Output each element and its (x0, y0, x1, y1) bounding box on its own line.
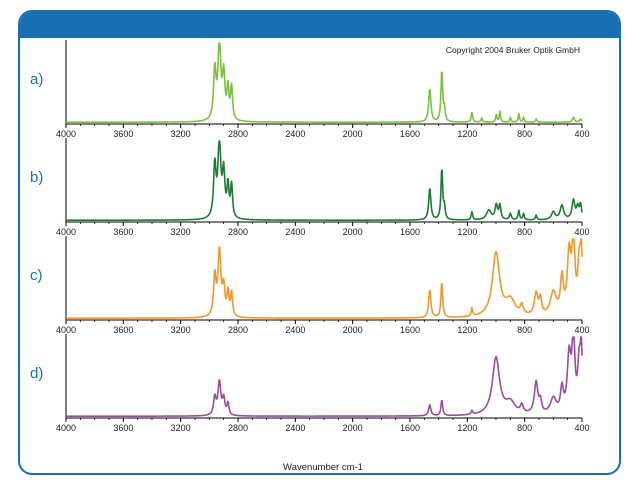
spectrum-line (65, 140, 583, 221)
x-tick-label: 1600 (400, 325, 420, 335)
x-tick-label: 2800 (228, 325, 248, 335)
figure-frame (18, 10, 621, 475)
x-tick-label: 2000 (343, 325, 363, 335)
x-tick-label: 2800 (228, 129, 248, 139)
x-tick-label: 3600 (113, 129, 133, 139)
spectrum-panel: 4000 3600 3200 2800 2400 2000 1600 1200 800 400 b) (30, 138, 590, 237)
spectrum-panel: 4000 3600 3200 2800 2400 2000 1600 1200 800 400 c) (30, 236, 590, 335)
x-tick-label: 2000 (343, 129, 363, 139)
x-tick-label: 400 (574, 325, 589, 335)
panel-label: a) (30, 71, 43, 88)
x-tick-label: 2400 (285, 423, 305, 433)
panel-label: b) (30, 169, 43, 186)
spectra-panels: 4000 3600 3200 2800 2400 2000 1600 1200 800 400 a)… (30, 40, 590, 433)
x-tick-label: 800 (517, 129, 532, 139)
x-tick-label: 2400 (285, 325, 305, 335)
x-tick-label: 400 (574, 423, 589, 433)
spectrum-line (65, 238, 583, 319)
x-tick-label: 3600 (113, 227, 133, 237)
panel-label: d) (30, 365, 43, 382)
x-tick-label: 2000 (343, 423, 363, 433)
spectrum-line (65, 42, 583, 123)
x-tick-label: 4000 (56, 325, 76, 335)
x-tick-label: 1200 (457, 325, 477, 335)
x-tick-label: 1200 (457, 129, 477, 139)
x-tick-label: 1600 (400, 227, 420, 237)
x-tick-label: 2400 (285, 129, 305, 139)
x-tick-label: 3200 (171, 227, 191, 237)
x-tick-label: 2000 (343, 227, 363, 237)
x-tick-label: 2800 (228, 227, 248, 237)
x-tick-label: 800 (517, 227, 532, 237)
x-tick-label: 1600 (400, 423, 420, 433)
x-tick-label: 2800 (228, 423, 248, 433)
x-tick-label: 800 (517, 325, 532, 335)
x-tick-label: 3200 (171, 129, 191, 139)
x-tick-label: 1600 (400, 129, 420, 139)
spectrum-line (65, 336, 583, 417)
panel-label: c) (30, 267, 43, 284)
x-tick-label: 3600 (113, 423, 133, 433)
x-tick-label: 3200 (171, 325, 191, 335)
x-tick-label: 1200 (457, 227, 477, 237)
x-tick-label: 4000 (56, 227, 76, 237)
x-tick-label: 400 (574, 227, 589, 237)
x-tick-label: 3600 (113, 325, 133, 335)
x-tick-label: 400 (574, 129, 589, 139)
copyright-notice: Copyright 2004 Bruker Optik GmbH (446, 45, 580, 55)
x-tick-label: 2400 (285, 227, 305, 237)
x-tick-label: 800 (517, 423, 532, 433)
spectrum-panel: 4000 3600 3200 2800 2400 2000 1600 1200 800 400 d) (30, 334, 590, 433)
x-axis-label: Wavenumber cm-1 (283, 462, 363, 473)
x-tick-label: 1200 (457, 423, 477, 433)
x-tick-label: 4000 (56, 423, 76, 433)
x-tick-label: 3200 (171, 423, 191, 433)
spectrum-panel: 4000 3600 3200 2800 2400 2000 1600 1200 800 400 a) (30, 40, 590, 139)
x-tick-label: 4000 (56, 129, 76, 139)
frame-header-bar (20, 12, 619, 38)
